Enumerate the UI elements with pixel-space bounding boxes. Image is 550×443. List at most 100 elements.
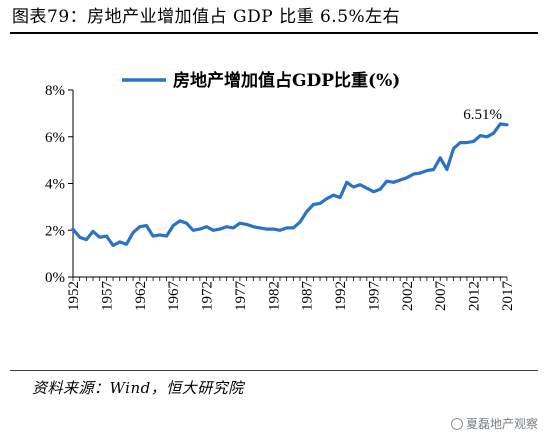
x-tick-label: 2012 bbox=[467, 281, 483, 311]
data-point bbox=[479, 134, 482, 137]
data-point bbox=[345, 181, 348, 184]
x-axis-ticks: 1952 1957 1962 1967 1972 1977 1982 1987 1992 1997… bbox=[66, 277, 516, 311]
chart-title: 图表79：房地产业增加值占 GDP 比重 6.5%左右 bbox=[12, 7, 401, 27]
x-tick-label: 1967 bbox=[166, 281, 182, 312]
data-point bbox=[245, 223, 248, 226]
data-point bbox=[278, 229, 282, 232]
watermark: 夏磊地产观察 bbox=[450, 415, 538, 432]
data-point bbox=[298, 220, 302, 224]
data-point bbox=[385, 180, 388, 183]
x-tick-label: 1962 bbox=[133, 281, 149, 311]
data-point bbox=[378, 188, 382, 191]
x-tick-label: 1982 bbox=[266, 281, 282, 311]
data-point bbox=[225, 225, 228, 228]
x-tick-label: 1997 bbox=[366, 281, 382, 312]
chart-axes bbox=[72, 90, 507, 278]
data-point bbox=[459, 141, 462, 144]
data-point bbox=[118, 240, 121, 244]
watermark-text: 夏磊地产观察 bbox=[465, 417, 538, 431]
data-point bbox=[485, 135, 489, 138]
data-point bbox=[338, 196, 342, 199]
data-point bbox=[125, 243, 128, 246]
data-point bbox=[258, 226, 262, 230]
legend-label: 房地产增加值占GDP比重(%) bbox=[173, 70, 400, 91]
data-point bbox=[145, 224, 148, 227]
data-point bbox=[499, 122, 502, 126]
last-value-annotation: 6.51% bbox=[463, 107, 502, 123]
x-tick-label: 2017 bbox=[500, 281, 516, 312]
data-point bbox=[78, 236, 81, 239]
title-rule bbox=[10, 32, 538, 34]
data-point bbox=[272, 227, 275, 231]
x-tick-label: 2002 bbox=[400, 281, 416, 311]
data-point bbox=[218, 227, 222, 231]
data-point bbox=[131, 231, 135, 234]
y-tick-label: 6% bbox=[45, 130, 65, 146]
data-point bbox=[465, 141, 469, 144]
data-point bbox=[85, 238, 88, 241]
x-tick-label: 1987 bbox=[300, 281, 316, 312]
data-point bbox=[292, 226, 295, 230]
data-point bbox=[358, 183, 362, 186]
data-point bbox=[399, 178, 402, 182]
data-point bbox=[111, 244, 115, 247]
data-point bbox=[505, 123, 509, 127]
data-point bbox=[419, 171, 422, 175]
data-point bbox=[412, 172, 415, 176]
data-point bbox=[105, 234, 108, 238]
data-point bbox=[352, 185, 355, 189]
data-point bbox=[285, 226, 288, 230]
x-tick-label: 1957 bbox=[99, 281, 115, 312]
data-point bbox=[178, 219, 181, 223]
data-point bbox=[185, 222, 188, 225]
data-point bbox=[165, 234, 168, 238]
data-point bbox=[172, 224, 175, 227]
data-point bbox=[452, 147, 455, 150]
data-point bbox=[138, 225, 141, 228]
x-tick-label: 1952 bbox=[66, 281, 82, 311]
y-tick-label: 4% bbox=[45, 177, 65, 193]
data-point bbox=[198, 227, 202, 231]
data-point bbox=[205, 225, 208, 228]
data-point bbox=[492, 132, 495, 135]
source-rule bbox=[10, 370, 538, 371]
y-tick-label: 0% bbox=[45, 270, 65, 286]
source-note: 资料来源：Wind，恒大研究院 bbox=[32, 379, 244, 397]
data-point bbox=[151, 234, 155, 238]
data-point bbox=[305, 210, 308, 213]
data-point bbox=[372, 190, 375, 193]
data-point bbox=[265, 227, 268, 231]
data-point bbox=[332, 194, 335, 197]
data-point bbox=[212, 229, 215, 232]
data-point bbox=[365, 187, 368, 190]
data-point bbox=[445, 168, 449, 171]
chart-series bbox=[71, 122, 509, 247]
data-point bbox=[392, 181, 395, 184]
data-point bbox=[405, 176, 408, 179]
data-point bbox=[312, 203, 315, 206]
data-point bbox=[91, 230, 95, 233]
data-point bbox=[232, 226, 235, 230]
x-tick-label: 2007 bbox=[433, 281, 449, 312]
data-point bbox=[432, 168, 435, 171]
series-line bbox=[71, 122, 509, 247]
line-chart: 0%2%4%6%8% 1952 1957 1962 1967 1972 1977 1982 1… bbox=[45, 70, 516, 311]
x-tick-label: 1977 bbox=[233, 281, 249, 312]
y-tick-label: 8% bbox=[45, 83, 65, 99]
data-point bbox=[325, 197, 328, 200]
data-point bbox=[71, 227, 75, 231]
data-point bbox=[425, 169, 429, 172]
x-tick-label: 1992 bbox=[333, 281, 349, 311]
x-tick-label: 1972 bbox=[200, 281, 216, 311]
wechat-icon bbox=[450, 417, 463, 430]
data-point bbox=[98, 236, 101, 239]
data-point bbox=[192, 229, 195, 232]
chart-legend: 房地产增加值占GDP比重(%) bbox=[122, 70, 400, 91]
y-axis-ticks: 0% 2% 4% 6% 8% bbox=[45, 83, 73, 286]
data-point bbox=[439, 156, 442, 159]
data-point bbox=[158, 233, 161, 237]
data-point bbox=[238, 222, 242, 225]
data-point bbox=[472, 140, 475, 143]
data-point bbox=[252, 225, 255, 228]
data-point bbox=[318, 202, 322, 205]
